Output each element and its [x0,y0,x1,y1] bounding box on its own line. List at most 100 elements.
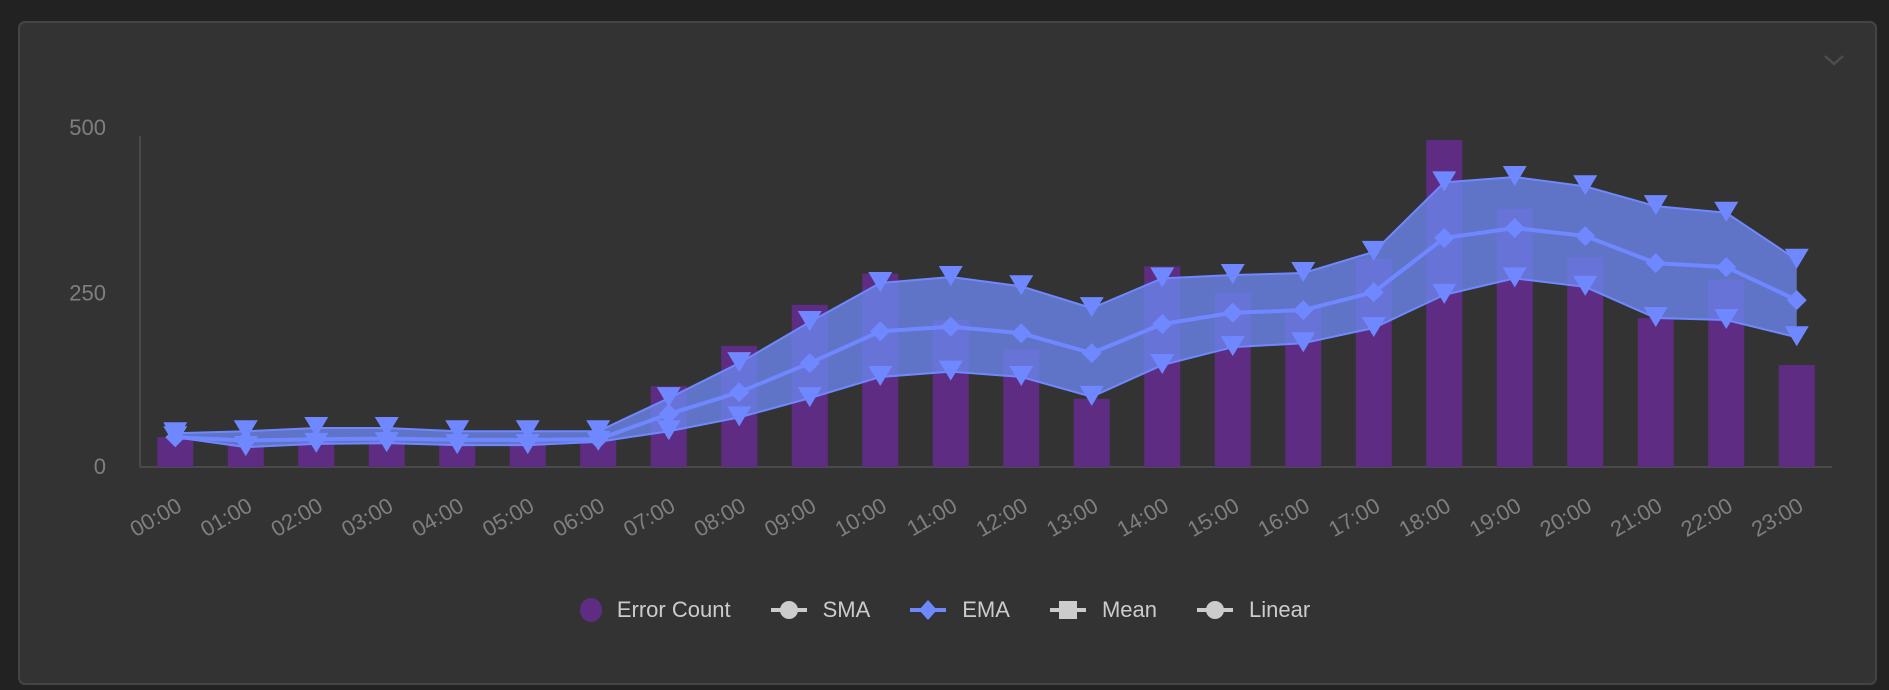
bar[interactable] [227,445,264,467]
triangle-marker[interactable] [304,416,329,437]
triangle-marker[interactable] [1079,297,1104,318]
diamond-marker[interactable] [870,321,891,342]
x-tick-label: 07:00 [619,493,679,542]
diamond-marker[interactable] [729,382,750,403]
triangle-marker[interactable] [1643,195,1668,216]
diamond-marker[interactable] [799,353,820,374]
x-tick-label: 11:00 [902,493,961,541]
triangle-marker[interactable] [938,360,963,381]
bar[interactable] [439,443,476,467]
x-tick-label: 10:00 [831,493,891,542]
triangle-marker[interactable] [727,352,752,373]
triangle-marker[interactable] [1361,240,1386,261]
triangle-marker[interactable] [1643,307,1668,328]
triangle-marker[interactable] [938,266,963,287]
ema-band-area [175,177,1797,448]
triangle-marker[interactable] [1291,332,1316,353]
triangle-marker[interactable] [1784,326,1809,347]
triangle-marker[interactable] [1573,175,1598,196]
legend-item-ema[interactable]: EMA [908,597,1010,623]
triangle-marker[interactable] [1220,264,1245,285]
triangle-marker[interactable] [1220,336,1245,357]
triangle-marker[interactable] [1432,283,1457,304]
triangle-marker[interactable] [1784,248,1809,269]
triangle-marker[interactable] [656,420,681,441]
x-tick-label: 22:00 [1677,493,1737,542]
circle-icon [579,598,602,622]
diamond-marker[interactable] [235,430,256,451]
triangle-marker[interactable] [1502,267,1527,288]
diamond-marker[interactable] [1152,314,1173,335]
ema-lower-band-line [175,277,1797,449]
diamond-marker[interactable] [1645,253,1666,274]
triangle-marker[interactable] [797,387,822,408]
legend-label: Linear [1248,597,1311,622]
x-tick-label: 05:00 [478,493,538,542]
bar[interactable] [1637,318,1674,467]
legend-item-linear[interactable]: Linear [1195,597,1310,623]
triangle-marker[interactable] [1714,201,1739,222]
y-tick-label: 250 [69,281,106,306]
diamond-marker[interactable] [1786,290,1807,311]
diamond-marker[interactable] [1434,227,1455,248]
triangle-marker[interactable] [1150,267,1175,288]
collapse-button[interactable] [1820,48,1848,72]
triangle-marker[interactable] [868,365,893,386]
x-tick-label: 13:00 [1042,493,1102,542]
triangle-marker[interactable] [233,420,258,441]
x-tick-label: 02:00 [267,493,327,542]
line-square-icon [1049,601,1086,619]
triangle-marker[interactable] [656,387,681,408]
y-tick-label: 0 [94,454,106,479]
line-circle-icon [1196,601,1233,619]
triangle-marker[interactable] [797,311,822,332]
x-tick-label: 16:00 [1254,493,1314,542]
diamond-marker[interactable] [1293,300,1314,321]
triangle-marker[interactable] [1079,385,1104,406]
triangle-marker[interactable] [1361,316,1386,337]
diamond-marker[interactable] [1011,323,1032,344]
diamond-marker[interactable] [658,404,679,425]
legend-item-error-count[interactable]: Error Count [579,597,731,623]
triangle-marker[interactable] [1432,171,1457,192]
bar[interactable] [1778,365,1815,467]
triangle-marker[interactable] [1502,166,1527,187]
legend-item-mean[interactable]: Mean [1048,597,1157,623]
triangle-marker[interactable] [1573,275,1598,296]
x-tick-label: 00:00 [126,493,186,542]
diamond-marker[interactable] [1222,302,1243,323]
x-tick-label: 18:00 [1395,493,1455,542]
diamond-marker[interactable] [447,429,468,450]
x-tick-label: 01:00 [196,493,256,542]
triangle-marker[interactable] [727,406,752,427]
legend-label: Mean [1101,597,1157,622]
triangle-marker[interactable] [374,416,399,437]
diamond-marker[interactable] [1575,225,1596,246]
triangle-marker[interactable] [868,271,893,292]
diamond-marker[interactable] [517,429,538,450]
legend-label: EMA [962,597,1010,622]
diamond-marker[interactable] [588,429,609,450]
diamond-marker[interactable] [1716,257,1737,278]
diamond-marker[interactable] [376,428,397,449]
x-tick-label: 20:00 [1536,493,1596,542]
x-tick-label: 09:00 [760,493,820,542]
diamond-marker[interactable] [940,316,961,337]
triangle-marker[interactable] [1009,275,1034,296]
diamond-marker[interactable] [306,429,327,450]
triangle-marker[interactable] [1150,354,1175,375]
diamond-marker[interactable] [1363,282,1384,303]
legend-item-sma[interactable]: SMA [769,597,870,623]
triangle-marker[interactable] [1714,309,1739,330]
legend-label: Error Count [616,597,731,622]
triangle-marker[interactable] [1009,365,1034,386]
x-tick-label: 12:00 [972,493,1032,542]
diamond-marker[interactable] [1081,343,1102,364]
diamond-marker[interactable] [1504,218,1525,239]
bar[interactable] [1073,398,1110,467]
diamond-marker[interactable] [165,427,186,448]
line-circle-icon [770,601,807,619]
x-tick-label: 21:00 [1606,493,1666,542]
triangle-marker[interactable] [1291,262,1316,283]
